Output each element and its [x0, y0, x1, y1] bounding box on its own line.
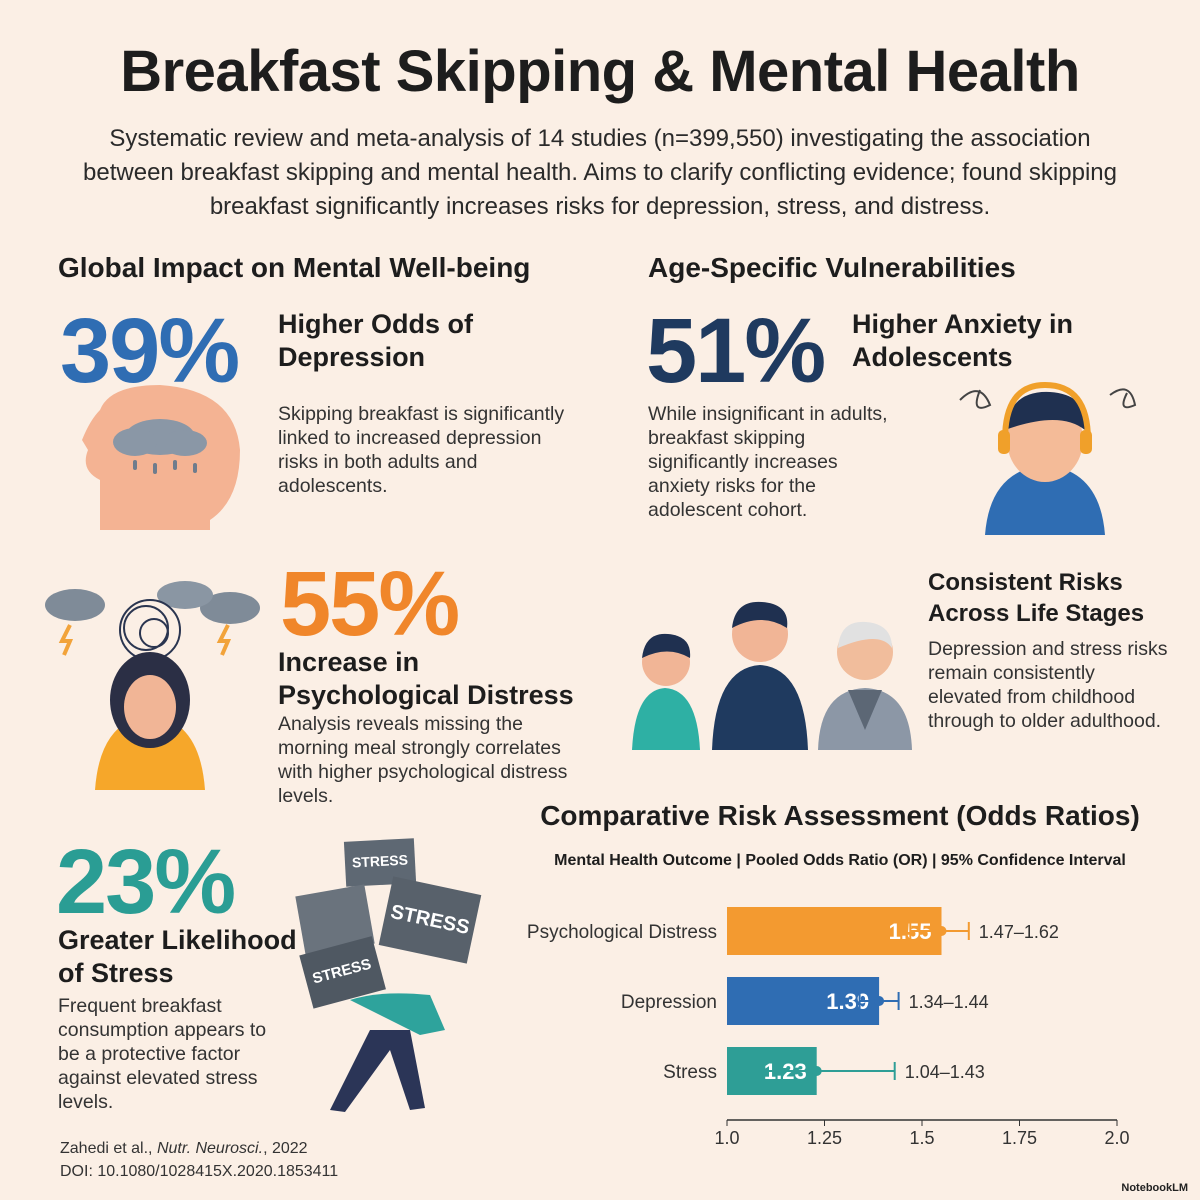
illustration-shape — [838, 621, 892, 648]
life-stages-icon — [632, 601, 912, 750]
stress-word: STRESS — [352, 852, 409, 871]
illustration-shape — [110, 652, 190, 748]
illustration-shape — [82, 385, 240, 530]
illustration-shape — [95, 715, 205, 790]
point-estimate — [811, 1066, 822, 1076]
distress-icon — [45, 581, 260, 790]
illustration-shape — [1080, 430, 1092, 454]
illustration-shape — [123, 605, 169, 651]
section-heading: Global Impact on Mental Well-being — [58, 252, 531, 283]
citation: Zahedi et al., Nutr. Neurosci., 2022 — [60, 1140, 308, 1158]
stress-word: STRESS — [311, 956, 373, 988]
illustration-shape — [959, 389, 992, 409]
x-tick-label: 1.75 — [1002, 1128, 1037, 1148]
category-label: Depression — [621, 992, 717, 1013]
stat: 23% — [56, 831, 236, 933]
teen-icon — [959, 381, 1137, 535]
category-label: Stress — [663, 1062, 717, 1083]
x-tick-label: 1.5 — [909, 1128, 934, 1148]
illustration-shape — [139, 618, 169, 648]
illustration-shape — [732, 606, 788, 662]
illustration-shape — [998, 430, 1010, 454]
citation-journal: Nutr. Neurosci. — [156, 1140, 264, 1157]
stat-text: Frequent breakfast consumption appears t… — [58, 995, 267, 1113]
illustration-shape — [642, 638, 690, 686]
stat-label: Greater Likelihood of Stress — [58, 925, 297, 988]
illustration-shape — [350, 993, 445, 1035]
stat-text: Analysis reveals missing the morning mea… — [278, 713, 568, 807]
stat-label: Consistent Risks Across Life Stages — [928, 569, 1145, 627]
head-icon — [82, 385, 240, 530]
illustration-shape — [985, 465, 1105, 535]
stat-label: Higher Anxiety in Adolescents — [852, 309, 1074, 372]
illustration-shape — [295, 884, 375, 956]
point-estimate — [874, 996, 885, 1006]
title: Breakfast Skipping & Mental Health — [120, 39, 1080, 104]
chart-title: Comparative Risk Assessment (Odds Ratios… — [540, 800, 1140, 831]
illustration-shape — [1005, 391, 1086, 430]
brand: NotebookLM — [1121, 1182, 1188, 1194]
x-tick-label: 2.0 — [1104, 1128, 1129, 1148]
illustration-shape — [299, 936, 386, 1009]
illustration-shape — [848, 690, 882, 730]
stat-text: Depression and stress risks remain consi… — [928, 638, 1168, 732]
stat-text: While insignificant in adults, breakfast… — [648, 403, 888, 521]
illustration-shape — [113, 428, 157, 456]
ci-label: 1.34–1.44 — [909, 992, 989, 1012]
illustration-shape — [642, 633, 691, 658]
illustration-shape — [45, 589, 105, 621]
stat: 39% — [60, 300, 240, 402]
chart: 1.0 1.25 1.5 1.75 2.0 Psychological Distress 1… — [527, 907, 1130, 1148]
bar — [727, 907, 942, 955]
illustration-shape — [133, 460, 197, 474]
illustration-shape — [343, 838, 417, 887]
stat-text: Skipping breakfast is significantly link… — [278, 403, 565, 497]
citation-doi: DOI: 10.1080/1028415X.2020.1853411 — [60, 1163, 339, 1180]
chart-subtitle: Mental Health Outcome | Pooled Odds Rati… — [554, 852, 1126, 869]
illustration-shape — [216, 624, 232, 656]
illustration-shape — [712, 665, 808, 750]
illustration-shape — [330, 1030, 425, 1112]
illustration-shape — [732, 601, 788, 628]
stat: 55% — [280, 553, 460, 655]
stat-label: Higher Odds of Depression — [278, 309, 473, 372]
illustration-shape — [632, 688, 700, 750]
illustration-shape — [837, 624, 893, 680]
ci-label: 1.04–1.43 — [905, 1062, 985, 1082]
subtitle: Systematic review and meta-analysis of 1… — [83, 125, 1117, 220]
section-heading: Age-Specific Vulnerabilities — [648, 252, 1016, 283]
illustration-shape — [1002, 381, 1091, 441]
stress-icon: STRESS STRESS STRESS — [295, 838, 482, 1112]
category-label: Psychological Distress — [527, 922, 717, 943]
illustration-shape — [200, 592, 260, 624]
illustration-shape — [125, 419, 195, 455]
illustration-shape — [163, 430, 207, 456]
illustration-shape — [157, 581, 213, 609]
stat-label: Increase in Psychological Distress — [278, 647, 574, 710]
citation-authors: Zahedi et al., — [60, 1140, 157, 1157]
illustration-shape — [1007, 398, 1083, 482]
illustration-shape — [58, 624, 74, 656]
citation-year: , 2022 — [263, 1140, 308, 1157]
illustration-shape — [124, 675, 176, 739]
x-tick-label: 1.25 — [807, 1128, 842, 1148]
point-estimate — [936, 926, 947, 936]
illustration-shape — [1109, 388, 1137, 409]
ci-label: 1.47–1.62 — [979, 922, 1059, 942]
illustration-shape — [818, 688, 912, 750]
bar — [727, 977, 880, 1025]
illustration-shape — [119, 599, 181, 661]
x-tick-label: 1.0 — [714, 1128, 739, 1148]
stat: 51% — [646, 300, 826, 402]
illustration-shape — [378, 876, 482, 964]
stress-word: STRESS — [389, 901, 472, 939]
